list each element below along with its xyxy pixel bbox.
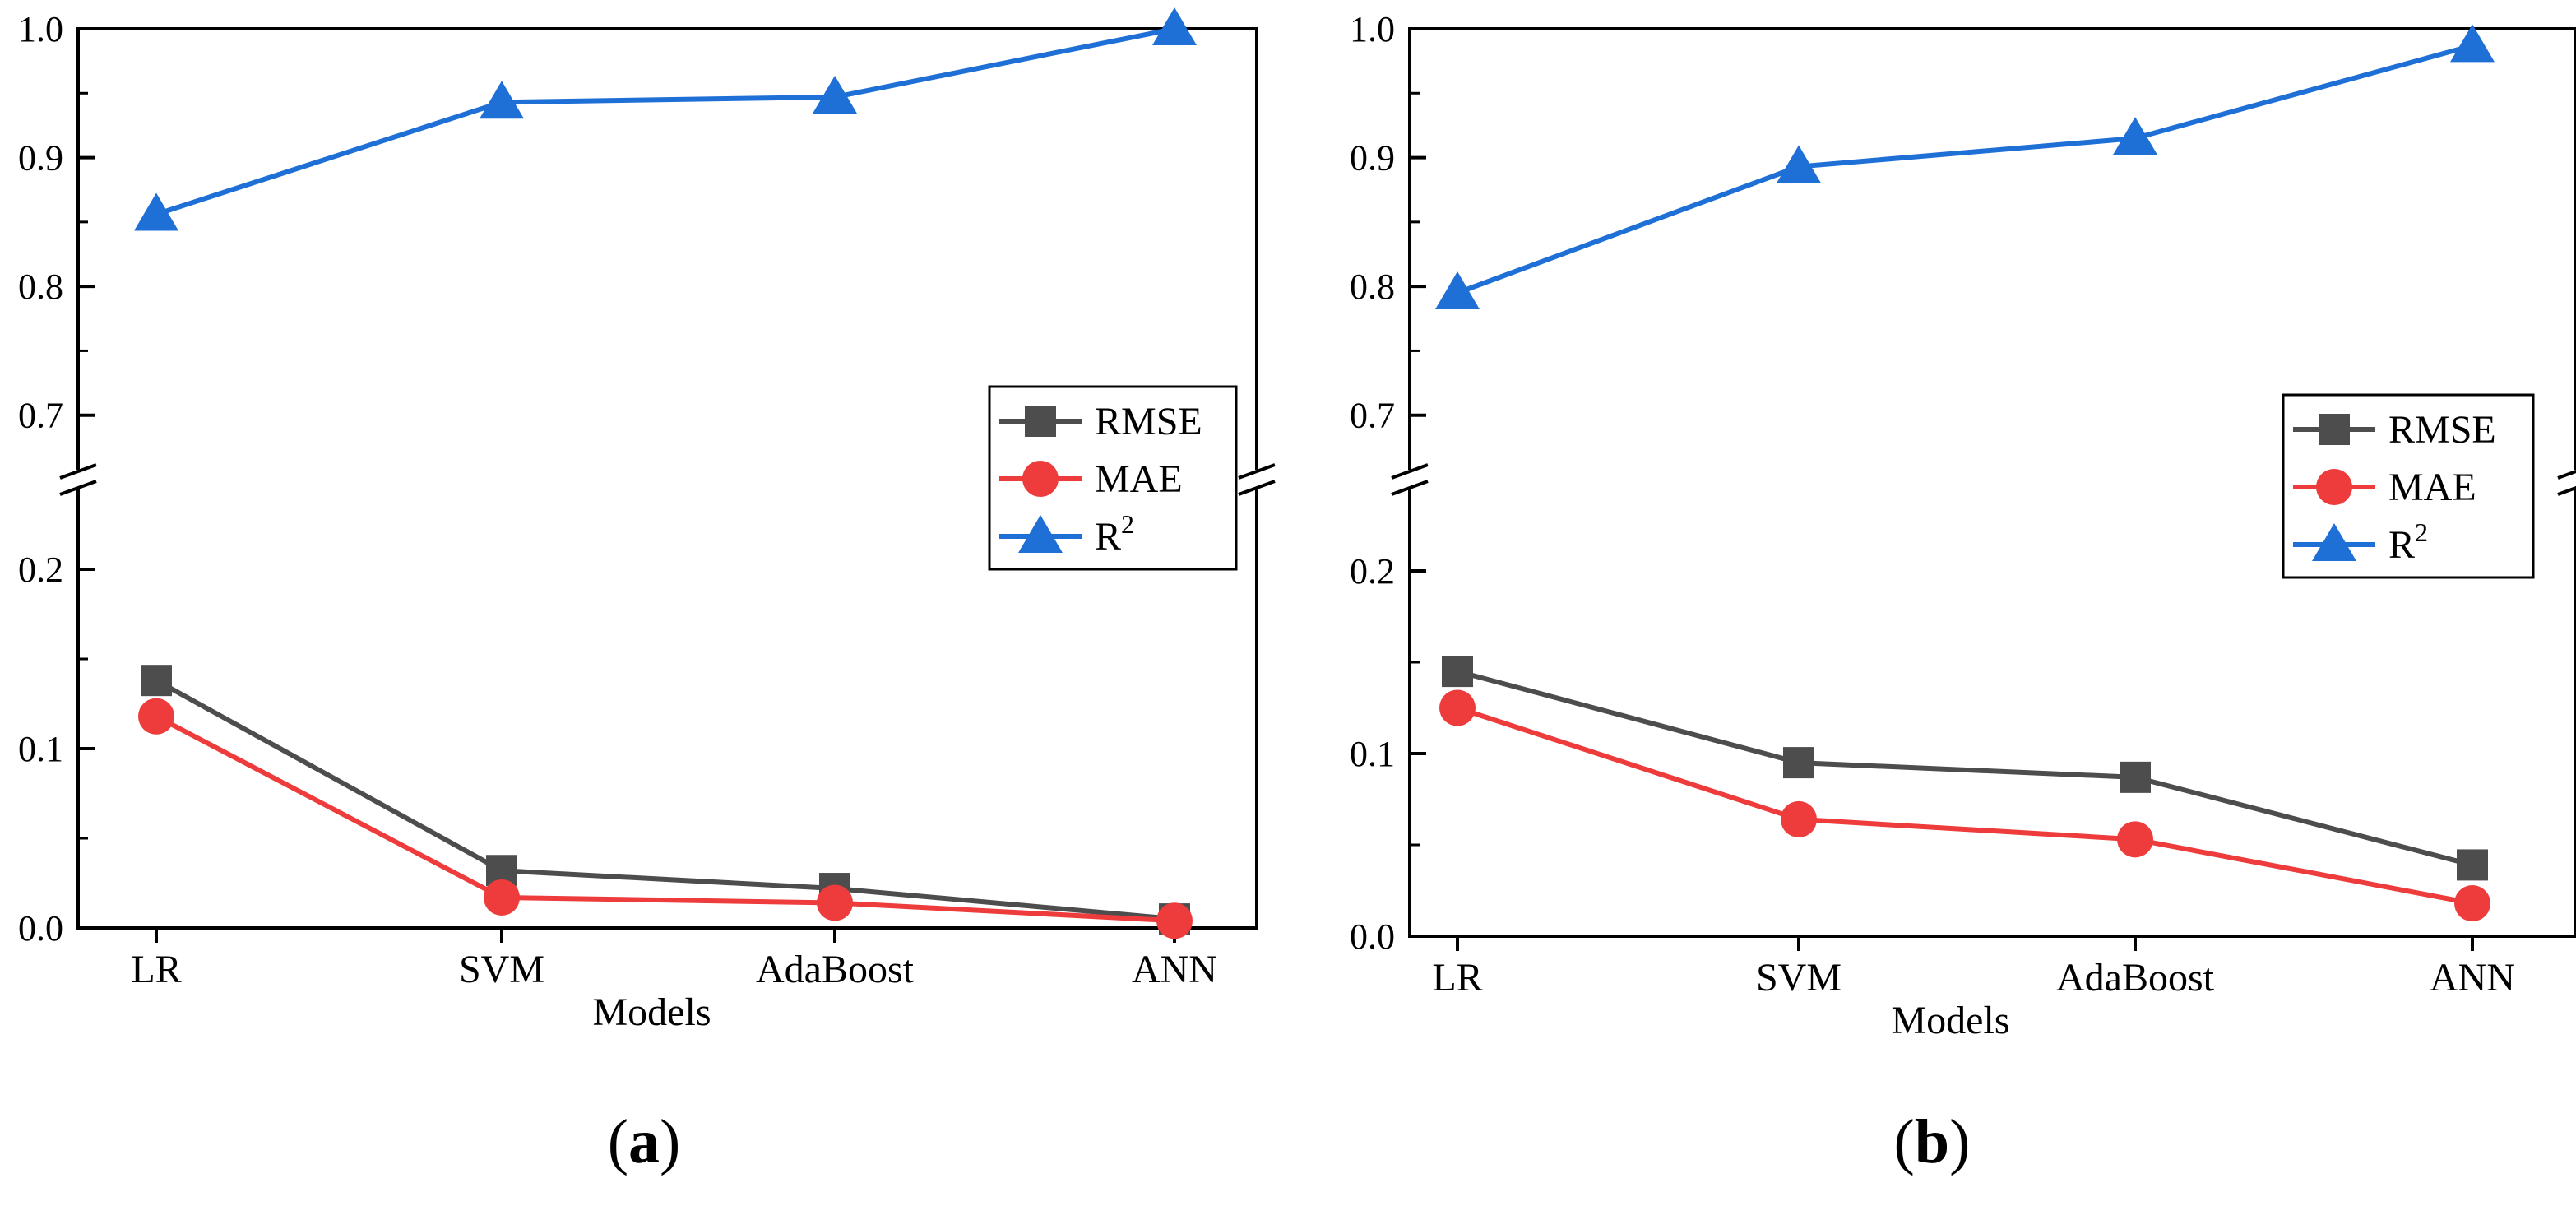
chart-b-point-mae <box>2454 885 2490 922</box>
chart-a-x-axis-label: Models <box>593 990 711 1034</box>
chart-a-x-tick-label: AdaBoost <box>756 948 915 991</box>
chart-panel-a: 0.7 0.8 0.9 1.0 0.0 0.1 0.2 LR SVM AdaBoost ANN Mod… <box>18 7 1276 1176</box>
chart-a-y-tick-label-lower: 0.0 <box>18 908 63 949</box>
chart-a-series-line-mae <box>155 714 1175 924</box>
chart-a-y-tick-label-upper: 0.7 <box>18 396 63 436</box>
chart-b-x-tick-label: ANN <box>2430 956 2515 1000</box>
chart-a-y-tick-label-upper: 0.9 <box>18 138 63 179</box>
chart-a-break-mark-right <box>1238 480 1276 496</box>
chart-a-break-gap-right <box>1250 470 1263 489</box>
chart-b-point-r <box>1777 145 1821 183</box>
chart-b-y-tick-label-upper: 1.0 <box>1350 9 1395 49</box>
chart-b-point-mae <box>2117 821 2153 858</box>
chart-b-point-rmse <box>1783 747 1814 779</box>
caption-a: (a) <box>607 1107 681 1176</box>
chart-b-y-tick-label-upper: 0.8 <box>1350 267 1395 307</box>
chart-a-legend-label-rmse: RMSE <box>1095 400 1202 443</box>
chart-a-point-r <box>134 192 178 231</box>
chart-a-point-mae <box>1156 902 1193 939</box>
chart-b-break-gap-right <box>2569 470 2576 489</box>
chart-b-legend-label-mae: MAE <box>2388 466 2476 509</box>
chart-a-point-r <box>813 75 857 114</box>
chart-a-plot-group: 0.7 0.8 0.9 1.0 0.0 0.1 0.2 LR SVM AdaBoost ANN Mod… <box>18 7 1276 1034</box>
chart-b-point-mae <box>1439 689 1476 726</box>
chart-a-point-mae <box>484 879 520 916</box>
chart-a-legend-marker-r <box>1018 515 1063 553</box>
chart-b-legend-marker-r <box>2312 523 2356 561</box>
chart-a-point-mae <box>817 884 853 921</box>
chart-a-y-tick-label-upper: 0.8 <box>18 267 63 307</box>
chart-b-point-rmse <box>2120 761 2151 793</box>
chart-b-break-gap-left <box>1403 470 1416 489</box>
chart-b-legend-marker-rmse <box>2319 414 2350 445</box>
chart-b-series-line-rmse <box>1457 669 2473 868</box>
chart-a-break-gap-left <box>72 470 85 489</box>
chart-b-x-axis-label: Models <box>1892 999 2010 1042</box>
chart-a-svg: 0.7 0.8 0.9 1.0 0.0 0.1 0.2 LR SVM AdaBoost ANN Mod… <box>18 7 1276 1034</box>
chart-a-x-tick-label: ANN <box>1132 948 1217 991</box>
chart-b-svg: 0.7 0.8 0.9 1.0 0.0 0.1 0.2 LR SVM AdaBoost ANN Mod… <box>1350 9 2576 1042</box>
chart-b-break-mark-left <box>1391 480 1429 496</box>
chart-a-x-tick-label: LR <box>131 948 181 991</box>
chart-a-x-tick-label: SVM <box>459 948 544 991</box>
chart-a-legend-marker-mae <box>1022 461 1059 497</box>
chart-a-point-r <box>1152 7 1197 45</box>
chart-b-y-tick-label-lower: 0.0 <box>1350 916 1395 957</box>
chart-b-break-mark-right <box>2557 485 2576 496</box>
chart-panel-b: 0.7 0.8 0.9 1.0 0.0 0.1 0.2 LR SVM AdaBoost ANN Mod… <box>1288 0 2576 1206</box>
caption-b: (b) <box>1893 1107 1971 1176</box>
chart-a-y-tick-label-upper: 1.0 <box>18 9 63 49</box>
chart-b-y-tick-label-lower: 0.1 <box>1350 734 1395 774</box>
chart-b-point-r <box>2450 24 2495 63</box>
chart-a-point-rmse <box>141 665 172 697</box>
chart-a-y-tick-label-lower: 0.1 <box>18 729 63 769</box>
chart-b-x-tick-label: SVM <box>1756 956 1842 1000</box>
chart-b-point-mae <box>1781 800 1817 837</box>
chart-b-series-line-r <box>1456 43 2473 295</box>
chart-b-legend-label-rmse: RMSE <box>2388 408 2496 452</box>
chart-a-legend-label-mae: MAE <box>1095 457 1183 501</box>
chart-b-series-line-mae <box>1457 705 2473 906</box>
chart-a-break-mark-left <box>59 480 97 496</box>
chart-a-legend-superscript: 2 <box>1121 509 1134 539</box>
chart-a-break-mark-left <box>59 463 97 480</box>
chart-b-plot-group: 0.7 0.8 0.9 1.0 0.0 0.1 0.2 LR SVM AdaBoost ANN Mod… <box>1350 9 2576 1042</box>
chart-a-series-line-rmse <box>155 678 1175 922</box>
chart-b-legend-superscript: 2 <box>2415 517 2428 547</box>
chart-a-legend-marker-rmse <box>1025 406 1056 437</box>
chart-a-break-mark-right <box>1238 463 1276 480</box>
chart-b-point-rmse <box>1442 656 1473 688</box>
chart-b-legend-marker-mae <box>2316 469 2352 505</box>
chart-a-y-tick-label-lower: 0.2 <box>18 550 63 590</box>
chart-b-x-tick-label: AdaBoost <box>2056 956 2215 1000</box>
chart-b-y-tick-label-lower: 0.2 <box>1350 551 1395 591</box>
chart-b-y-tick-label-upper: 0.7 <box>1350 396 1395 436</box>
chart-b-point-rmse <box>2457 849 2488 881</box>
chart-b-legend-label-r: R2 <box>2388 517 2428 567</box>
chart-b-point-r <box>2113 117 2157 155</box>
chart-b-y-tick-label-upper: 0.9 <box>1350 138 1395 179</box>
chart-b-break-mark-left <box>1391 463 1429 480</box>
chart-a-point-r <box>480 81 524 119</box>
chart-b-legend: RMSE MAE R2 <box>2282 393 2535 579</box>
chart-b-point-r <box>1435 271 1480 309</box>
chart-a-series-line-r <box>155 26 1175 217</box>
chart-b-x-tick-label: LR <box>1432 956 1482 1000</box>
chart-a-point-mae <box>138 698 174 735</box>
chart-b-break-mark-right <box>2557 469 2576 480</box>
